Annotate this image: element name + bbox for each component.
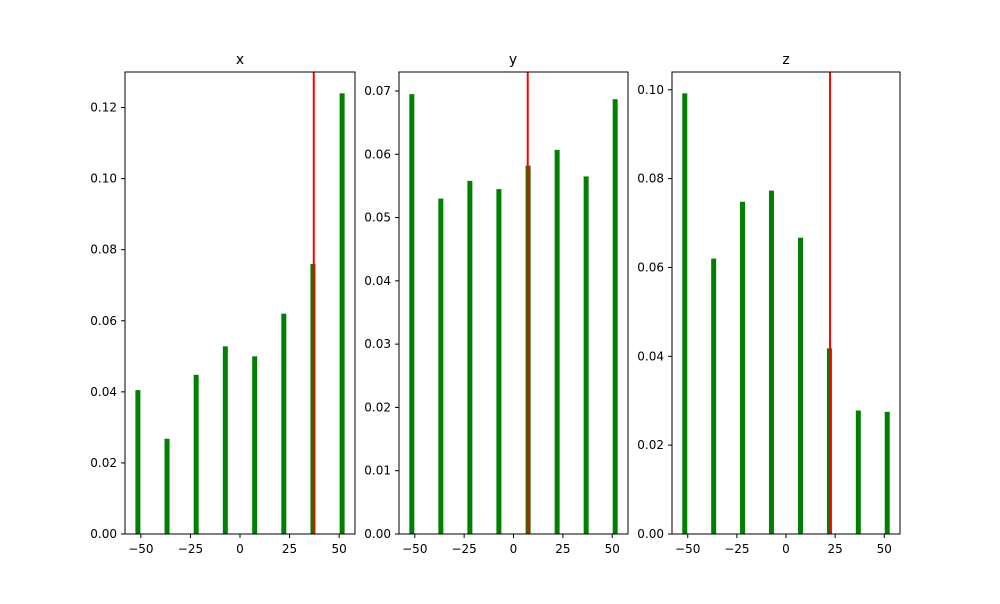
bar [740,201,746,534]
bar [554,149,560,534]
x-tick-label: 50 [331,542,346,556]
bar [252,356,258,534]
y-tick-label: 0.02 [90,456,117,470]
subplot-title: z [782,52,789,68]
subplot-title: y [509,52,517,68]
bar [682,93,688,534]
bar [281,313,287,534]
x-tick-label: −25 [178,542,203,556]
y-tick-label: 0.06 [637,260,664,274]
x-tick-label: 0 [510,542,518,556]
x-tick-label: 50 [877,542,892,556]
bar [884,411,890,534]
bar [467,180,473,534]
axes-frame [671,71,901,535]
bar [193,374,199,534]
bar [855,410,861,534]
bar [768,190,774,535]
y-tick-label: 0.01 [364,464,391,478]
y-tick-label: 0.06 [90,314,117,328]
subplot-y: y −50 −25 0 25 50 0.00 0.01 0.02 0.03 0.04 0.05 0.0… [364,52,629,556]
x-tick-label: 0 [782,542,790,556]
bar [409,94,415,535]
y-tick-label: 0.12 [90,101,117,115]
x-tick-label: 25 [827,542,842,556]
bar [438,198,444,534]
bar [135,390,141,534]
y-tick-label: 0.04 [637,349,664,363]
x-tick-label: −25 [724,542,749,556]
x-tick-label: 0 [236,542,244,556]
x-tick-label: −50 [402,542,427,556]
y-tick-label: 0.08 [90,243,117,257]
bar [612,99,618,535]
bar [496,189,502,534]
y-tick-label: 0.08 [637,172,664,186]
x-tick-label: −25 [451,542,476,556]
y-tick-label: 0.10 [637,83,664,97]
y-tick-label: 0.07 [364,84,391,98]
y-tick-label: 0.03 [364,337,391,351]
y-tick-label: 0.00 [90,527,117,541]
bar [339,93,345,534]
y-tick-label: 0.02 [364,400,391,414]
subplot-title: x [236,52,244,68]
subplot-x: x −50 −25 0 25 50 0.00 0.02 0.04 0.06 0.08 0.10 0.1… [90,52,356,556]
x-tick-label: −50 [128,542,153,556]
bar [711,258,717,534]
x-tick-label: 50 [605,542,620,556]
y-tick-label: 0.00 [637,527,664,541]
y-tick-label: 0.05 [364,211,391,225]
bar [583,176,589,535]
y-tick-label: 0.06 [364,147,391,161]
subplot-z: z −50 −25 0 25 50 0.00 0.02 0.04 0.06 0.08 0.10 [637,52,901,556]
bar [164,438,170,534]
y-tick-label: 0.04 [90,385,117,399]
y-tick-label: 0.04 [364,274,391,288]
y-tick-label: 0.10 [90,172,117,186]
axes-frame [124,71,356,535]
x-tick-label: 25 [282,542,297,556]
bar [798,237,804,534]
y-tick-label: 0.02 [637,438,664,452]
x-tick-label: 25 [555,542,570,556]
x-tick-label: −50 [675,542,700,556]
bar [222,346,228,534]
axes-frame [398,71,629,535]
y-tick-label: 0.00 [364,527,391,541]
